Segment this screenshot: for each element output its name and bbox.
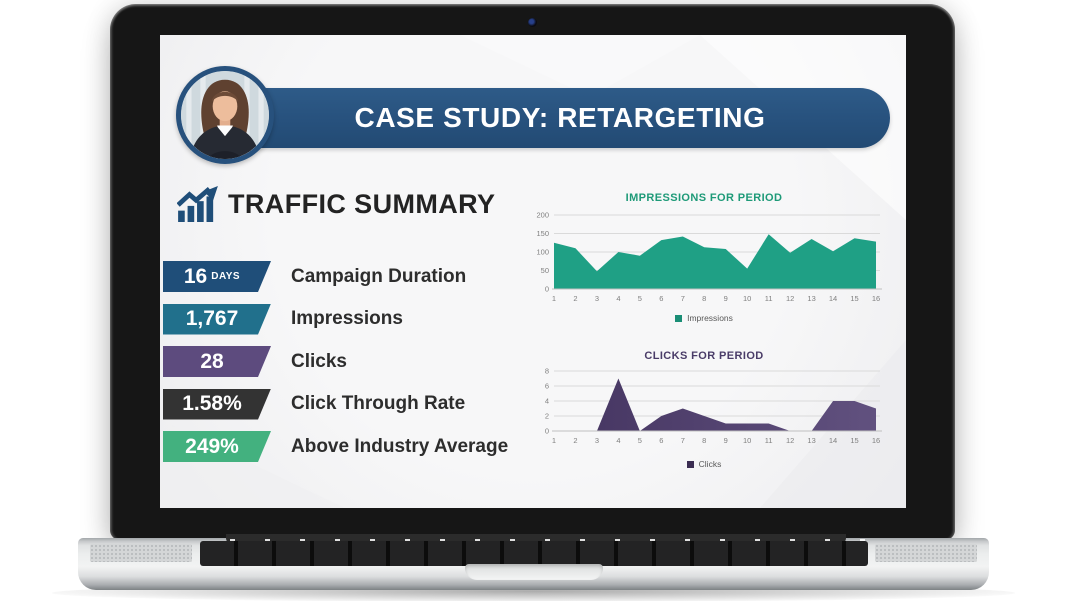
stat-value: 1.58%	[182, 392, 242, 415]
bar-chart-arrow-icon	[177, 186, 218, 222]
svg-text:2: 2	[545, 412, 549, 421]
svg-text:8: 8	[702, 294, 706, 303]
svg-text:4: 4	[616, 436, 620, 445]
svg-text:2: 2	[573, 436, 577, 445]
svg-text:1: 1	[552, 436, 556, 445]
stat-label: Click Through Rate	[291, 393, 466, 414]
svg-text:6: 6	[659, 436, 663, 445]
stat-value-bar: 16 DAYS	[163, 261, 271, 292]
heading-label: TRAFFIC SUMMARY	[228, 188, 496, 219]
legend-swatch	[686, 460, 694, 468]
stat-value: 28	[200, 349, 224, 373]
chart-legend: Clicks	[524, 459, 884, 469]
stat-value: 249%	[185, 434, 239, 458]
webcam-icon	[528, 18, 537, 27]
svg-text:0: 0	[545, 285, 549, 294]
svg-text:14: 14	[829, 294, 837, 303]
svg-text:3: 3	[595, 436, 599, 445]
laptop-lid: CASE STUDY: RETARGETING	[110, 4, 955, 540]
svg-text:0: 0	[545, 427, 549, 436]
svg-text:150: 150	[536, 229, 549, 238]
svg-text:7: 7	[681, 294, 685, 303]
stat-unit: DAYS	[211, 271, 241, 282]
stat-row: 1,767 Impressions	[163, 304, 508, 335]
stat-value-bar: 249%	[163, 431, 271, 462]
svg-text:6: 6	[659, 294, 663, 303]
stat-row: 1.58% Click Through Rate	[163, 389, 508, 420]
stat-label: Campaign Duration	[291, 265, 467, 287]
trackpad-notch	[464, 564, 603, 580]
svg-text:13: 13	[807, 436, 815, 445]
keyboard	[200, 539, 868, 566]
svg-text:10: 10	[743, 294, 751, 303]
svg-text:7: 7	[681, 436, 685, 445]
legend-label: Impressions	[687, 313, 733, 323]
svg-text:2: 2	[573, 294, 577, 303]
svg-text:5: 5	[638, 436, 642, 445]
svg-text:12: 12	[786, 294, 794, 303]
stat-value-bar: 1.58%	[163, 389, 271, 420]
svg-text:50: 50	[541, 266, 549, 275]
businesswoman-portrait-icon	[181, 71, 269, 159]
svg-text:4: 4	[616, 294, 620, 303]
stat-value-bar: 28	[163, 346, 271, 377]
stat-label: Above Industry Average	[291, 435, 509, 457]
svg-text:15: 15	[850, 294, 858, 303]
svg-text:4: 4	[545, 397, 549, 406]
stat-label: Clicks	[291, 350, 347, 372]
clicks-chart: CLICKS FOR PERIOD 0 2 4 6 8 1 2 3 4 5 6 7 8 9 10 11 12 13…	[524, 350, 884, 469]
stats-list: 16 DAYS Campaign Duration 1,767 Impressi…	[163, 261, 508, 474]
svg-text:9: 9	[724, 436, 728, 445]
stat-row: 249% Above Industry Average	[163, 431, 508, 462]
avatar	[176, 66, 274, 164]
laptop-screen: CASE STUDY: RETARGETING	[160, 35, 906, 508]
svg-text:8: 8	[545, 367, 549, 376]
stat-row: 16 DAYS Campaign Duration	[163, 261, 508, 292]
svg-text:100: 100	[536, 248, 549, 257]
traffic-summary-heading: TRAFFIC SUMMARY	[177, 186, 495, 222]
svg-text:11: 11	[765, 436, 773, 445]
stat-label: Impressions	[291, 308, 403, 329]
svg-text:8: 8	[702, 436, 706, 445]
stat-value: 1,767	[185, 307, 239, 330]
stat-value-bar: 1,767	[163, 304, 271, 335]
title-banner: CASE STUDY: RETARGETING	[230, 88, 890, 148]
legend-label: Clicks	[698, 459, 722, 469]
svg-text:12: 12	[786, 436, 794, 445]
speaker-grille-right	[875, 544, 977, 562]
chart-legend: Impressions	[524, 313, 884, 323]
chart-title: CLICKS FOR PERIOD	[644, 350, 764, 362]
laptop-base	[78, 534, 989, 590]
svg-text:14: 14	[829, 436, 837, 445]
legend-swatch	[675, 314, 683, 322]
svg-text:13: 13	[807, 294, 815, 303]
svg-text:10: 10	[743, 436, 751, 445]
stat-value: 16	[183, 264, 208, 288]
impressions-chart: IMPRESSIONS FOR PERIOD 0 50 100 150 200 1 2 3 4 5…	[524, 192, 884, 323]
svg-text:200: 200	[536, 211, 549, 220]
svg-text:16: 16	[872, 436, 880, 445]
svg-text:9: 9	[724, 294, 728, 303]
svg-text:3: 3	[595, 294, 599, 303]
svg-text:5: 5	[638, 294, 642, 303]
svg-text:16: 16	[872, 294, 880, 303]
chart-title: IMPRESSIONS FOR PERIOD	[625, 192, 783, 204]
slide-title: CASE STUDY: RETARGETING	[354, 102, 766, 133]
speaker-grille-left	[90, 544, 192, 562]
svg-text:15: 15	[850, 436, 858, 445]
svg-text:6: 6	[545, 382, 549, 391]
svg-text:1: 1	[552, 294, 556, 303]
svg-text:11: 11	[765, 294, 773, 303]
stat-row: 28 Clicks	[163, 346, 508, 377]
